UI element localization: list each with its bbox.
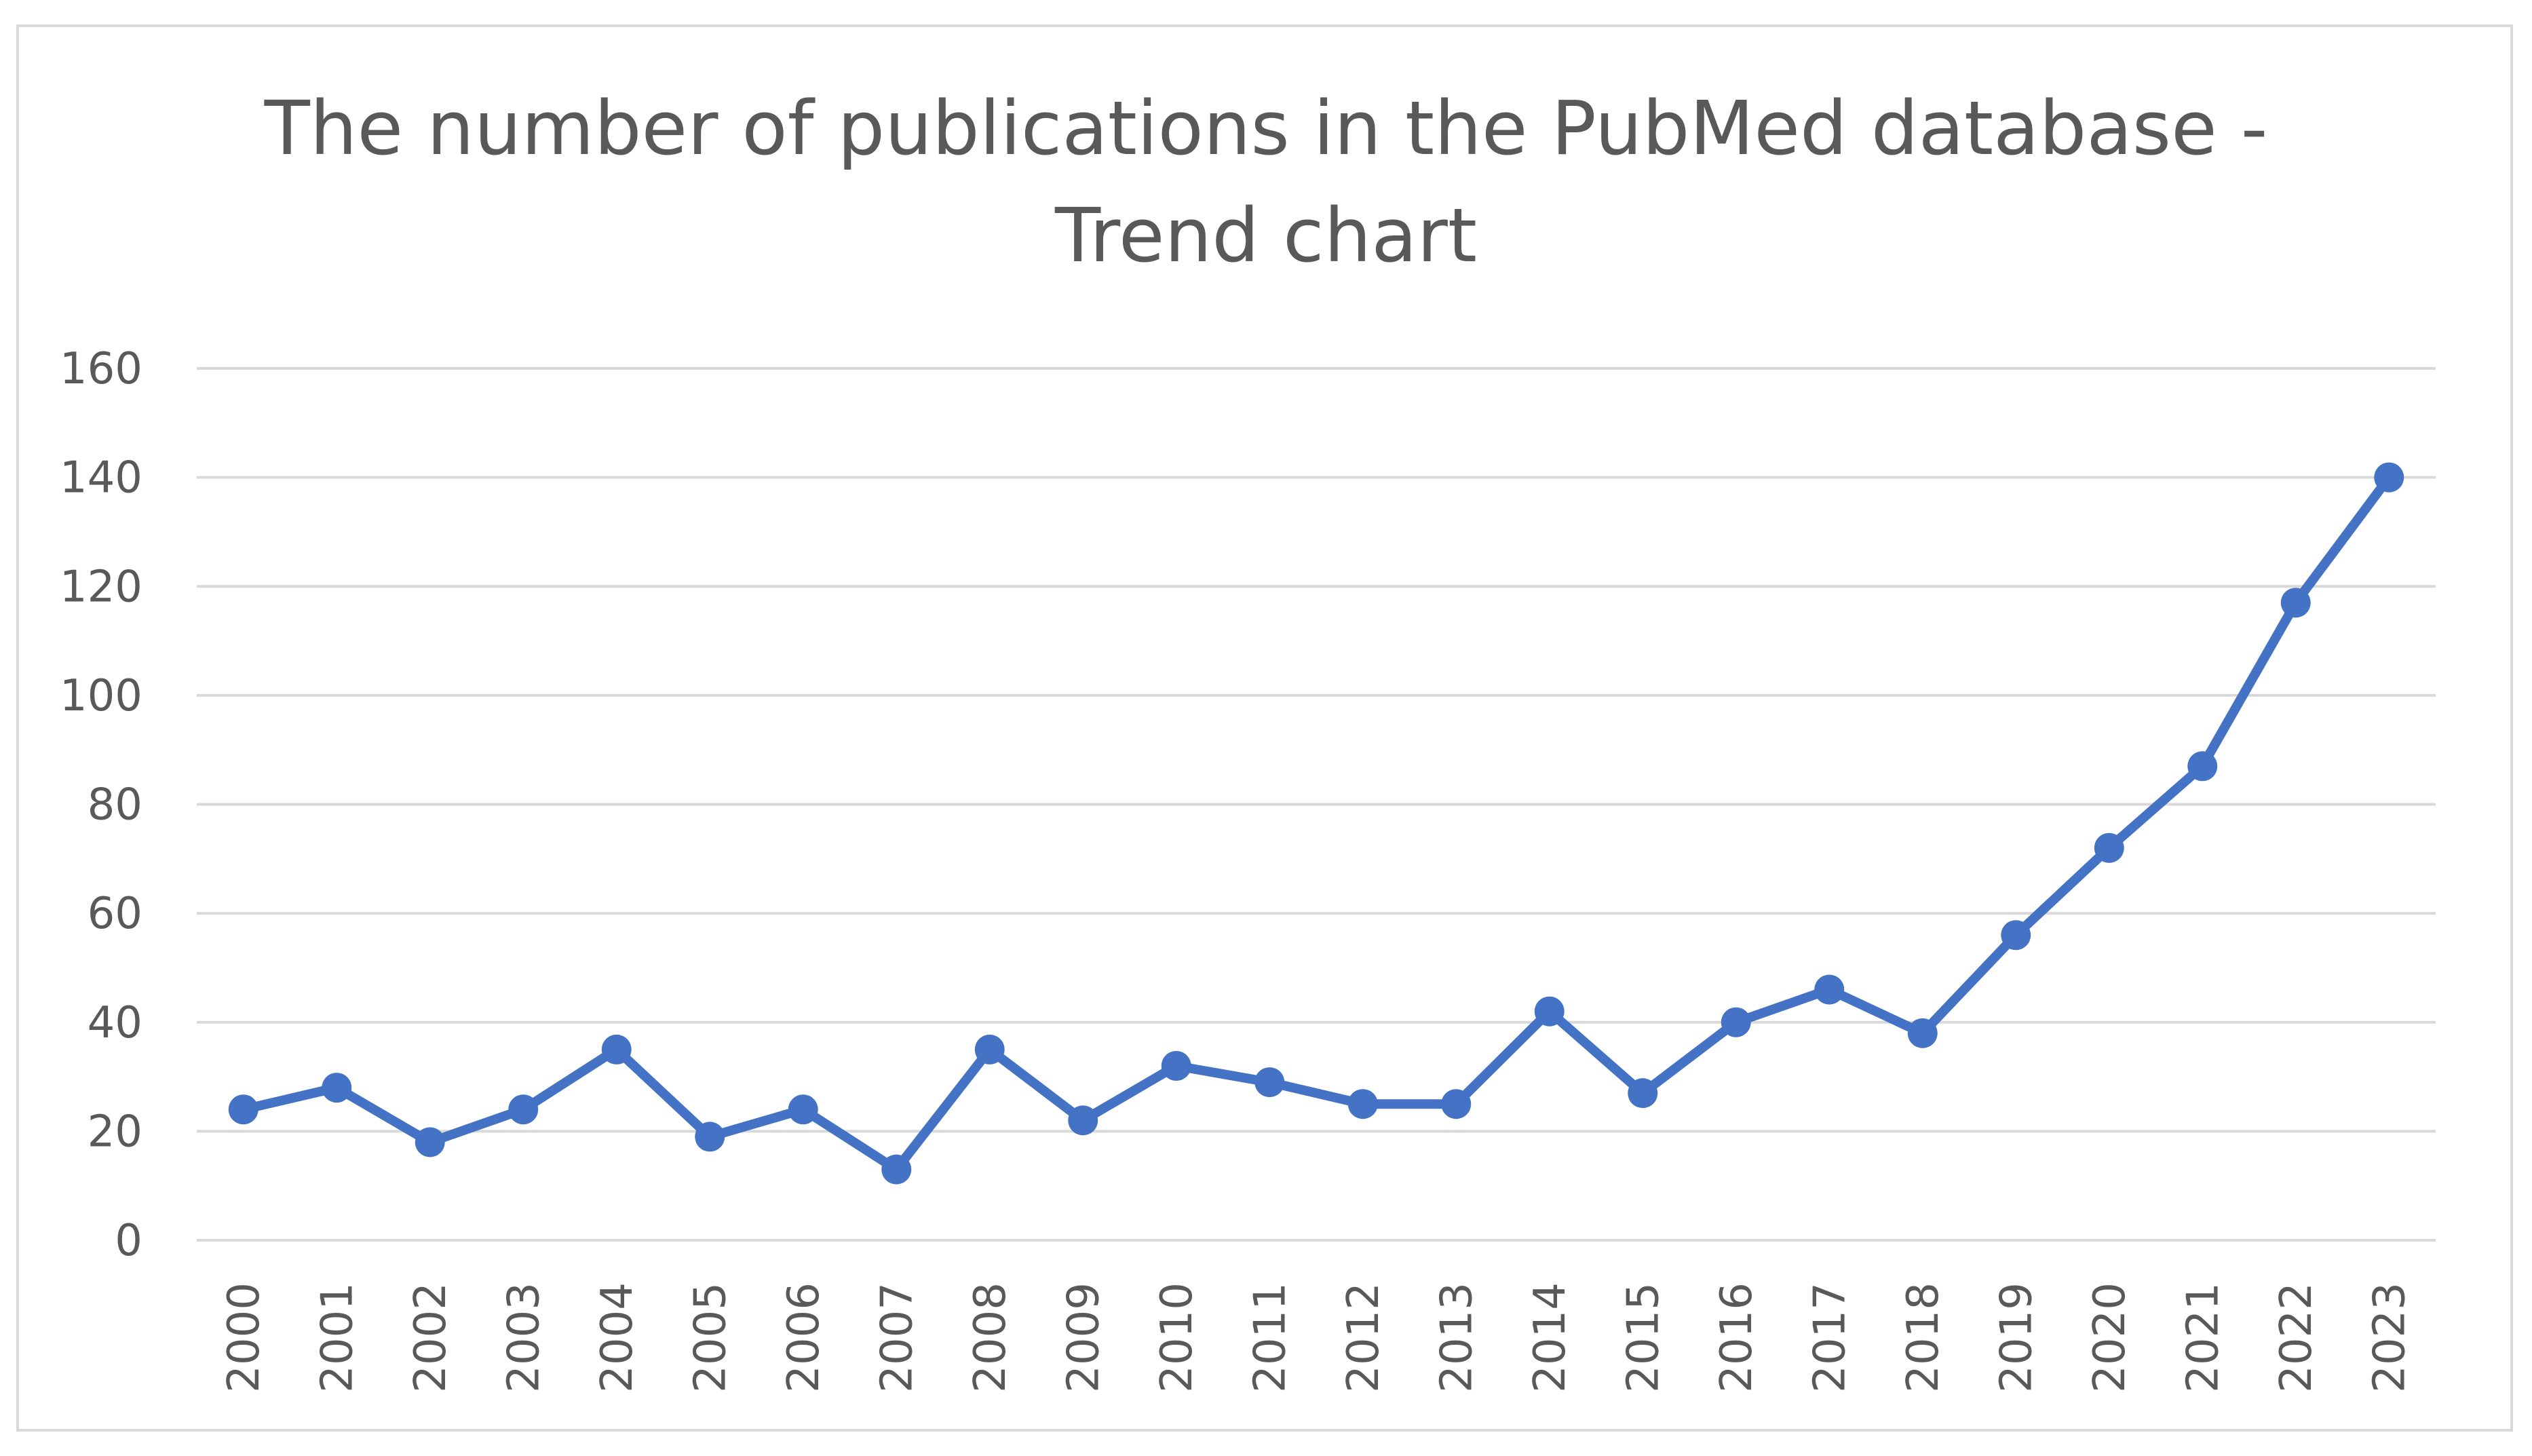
- data-point-2023: [2374, 462, 2404, 493]
- gridlines: [197, 367, 2436, 1242]
- data-point-2017: [1814, 974, 1845, 1005]
- x-tick-label: 2015: [1618, 1282, 1668, 1393]
- data-point-2002: [415, 1127, 445, 1157]
- x-tick-label: 2012: [1339, 1282, 1389, 1393]
- x-tick-label: 2021: [2178, 1282, 2228, 1393]
- data-point-2018: [1907, 1018, 1938, 1048]
- series-line: [238, 472, 2394, 1174]
- data-point-2019: [2001, 920, 2031, 951]
- y-tick-label: 80: [88, 780, 142, 830]
- data-point-2004: [601, 1034, 632, 1065]
- x-tick-label: 2019: [1991, 1282, 2041, 1393]
- data-point-2006: [788, 1094, 818, 1125]
- data-point-2020: [2094, 832, 2124, 863]
- data-point-2012: [1347, 1089, 1378, 1119]
- data-point-2013: [1441, 1089, 1472, 1119]
- x-tick-label: 2009: [1058, 1282, 1109, 1393]
- x-tick-label: 2007: [872, 1282, 922, 1393]
- x-tick-label: 2000: [219, 1282, 269, 1393]
- x-tick-label: 2005: [685, 1282, 735, 1393]
- x-tick-label: 2006: [779, 1282, 829, 1393]
- data-point-2021: [2187, 751, 2218, 782]
- data-point-2008: [974, 1034, 1005, 1065]
- data-point-2011: [1254, 1067, 1285, 1098]
- y-tick-label: 60: [88, 889, 142, 939]
- x-tick-label: 2002: [406, 1282, 456, 1393]
- x-tick-label: 2014: [1525, 1282, 1575, 1393]
- data-point-2022: [2280, 588, 2311, 618]
- x-tick-label: 2016: [1712, 1282, 1762, 1393]
- x-tick-label: 2011: [1245, 1282, 1295, 1393]
- y-tick-label: 160: [60, 344, 142, 394]
- x-tick-label: 2023: [2364, 1282, 2415, 1393]
- x-tick-label: 2018: [1898, 1282, 1949, 1393]
- x-tick-label: 2001: [312, 1282, 362, 1393]
- data-point-2001: [322, 1073, 352, 1103]
- x-tick-label: 2010: [1152, 1282, 1202, 1393]
- chart-frame: [16, 24, 2513, 1432]
- data-point-2010: [1161, 1051, 1191, 1081]
- data-point-2003: [508, 1094, 539, 1125]
- y-tick-label: 40: [88, 998, 142, 1048]
- data-point-2009: [1068, 1105, 1098, 1136]
- x-tick-label: 2022: [2271, 1282, 2322, 1393]
- data-point-2000: [228, 1094, 258, 1125]
- y-tick-label: 20: [88, 1107, 142, 1157]
- x-axis-ticks: 2000 2001 2002 2003 2004 2005 2006 2007 2008 2009…: [219, 1282, 2415, 1393]
- series-group: [228, 462, 2404, 1185]
- y-tick-label: 100: [60, 671, 142, 721]
- y-tick-label: 0: [115, 1216, 142, 1266]
- data-point-2016: [1721, 1007, 1751, 1037]
- x-tick-label: 2008: [965, 1282, 1016, 1393]
- y-axis-ticks: 0 20 40 60 80 100 120 140 160: [60, 344, 142, 1266]
- y-tick-label: 120: [60, 562, 142, 612]
- data-point-2007: [881, 1154, 912, 1185]
- data-point-2014: [1534, 996, 1565, 1027]
- y-tick-label: 140: [60, 453, 142, 503]
- data-point-2005: [695, 1122, 725, 1152]
- x-tick-label: 2004: [592, 1282, 642, 1393]
- x-tick-label: 2017: [1805, 1282, 1855, 1393]
- x-tick-label: 2003: [499, 1282, 549, 1393]
- x-tick-label: 2013: [1432, 1282, 1482, 1393]
- data-point-2015: [1628, 1078, 1658, 1109]
- chart-title: The number of publications in the PubMed…: [264, 85, 2268, 279]
- x-tick-label: 2020: [2085, 1282, 2135, 1393]
